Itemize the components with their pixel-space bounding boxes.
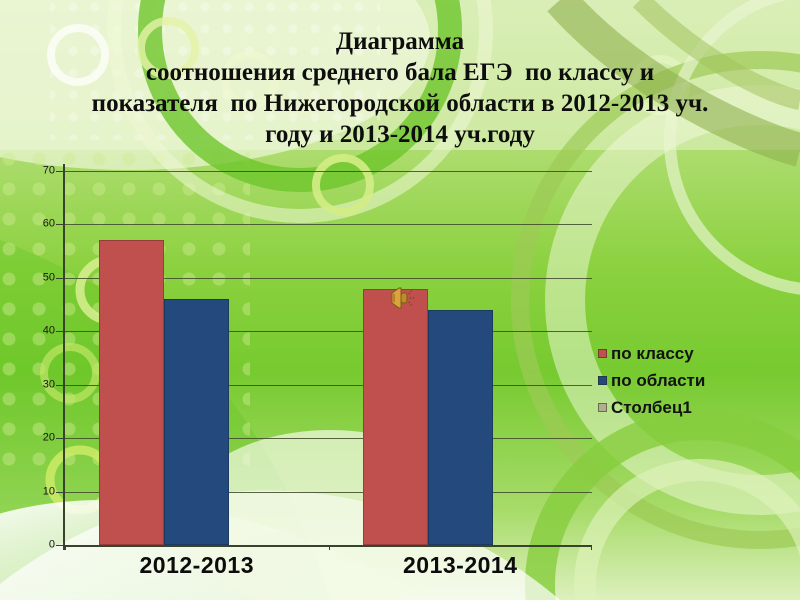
legend-swatch bbox=[598, 349, 607, 358]
y-axis-tick bbox=[56, 277, 65, 279]
y-axis-tick-label: 10 bbox=[42, 485, 55, 498]
y-axis-tick-label: 60 bbox=[42, 217, 55, 230]
y-axis-tick bbox=[56, 224, 65, 226]
y-axis-tick-label: 40 bbox=[42, 324, 55, 337]
legend-label: по классу bbox=[611, 343, 694, 363]
y-axis-tick bbox=[56, 331, 65, 333]
legend-item-Столбец1: Столбец1 bbox=[598, 394, 705, 421]
y-axis-tick-label: 0 bbox=[48, 538, 55, 551]
y-axis bbox=[63, 164, 65, 550]
slide-title: Диаграмма соотношения среднего бала ЕГЭ … bbox=[40, 26, 760, 150]
speaker-icon[interactable] bbox=[389, 285, 415, 311]
legend-item-по области: по области bbox=[598, 367, 705, 394]
legend-label: по области bbox=[611, 370, 706, 390]
x-axis-tick bbox=[65, 545, 66, 550]
title-line-3: показателя по Нижегородской области в 20… bbox=[91, 90, 709, 117]
y-axis-tick-label: 50 bbox=[42, 271, 55, 284]
legend-item-по классу: по классу bbox=[598, 340, 705, 367]
y-axis-tick bbox=[56, 491, 65, 493]
y-axis-tick-label: 30 bbox=[42, 378, 55, 391]
bar-по классу-2012-2013 bbox=[99, 240, 165, 545]
y-axis-tick bbox=[56, 171, 65, 172]
gridline bbox=[65, 491, 592, 493]
x-axis-category-label: 2012-2013 bbox=[139, 552, 254, 578]
bar-chart: 0 10 20 30 40 50 60 70 2012-2013 2013-2014 bbox=[43, 164, 592, 578]
chart-legend: по классу по области Столбец1 bbox=[598, 340, 705, 421]
gridline bbox=[65, 331, 592, 333]
title-line-1: Диаграмма bbox=[335, 28, 465, 55]
y-axis-tick bbox=[56, 384, 65, 386]
title-line-4: году и 2013-2014 уч.году bbox=[265, 121, 535, 148]
legend-swatch bbox=[598, 376, 607, 385]
y-axis-tick-label: 70 bbox=[42, 164, 55, 177]
y-axis-tick-label: 20 bbox=[42, 431, 55, 444]
x-axis-tick bbox=[591, 545, 592, 550]
bar-по области-2013-2014 bbox=[427, 309, 493, 545]
bar-по классу-2013-2014 bbox=[362, 288, 428, 545]
gridline bbox=[65, 171, 592, 172]
gridline bbox=[65, 224, 592, 226]
y-axis-tick bbox=[56, 438, 65, 440]
y-axis-tick bbox=[56, 545, 65, 546]
legend-label: Столбец1 bbox=[611, 397, 692, 417]
bar-по области-2012-2013 bbox=[164, 299, 230, 545]
title-line-2: соотношения среднего бала ЕГЭ по классу … bbox=[145, 59, 655, 86]
gridline bbox=[65, 277, 592, 279]
x-axis-tick bbox=[328, 545, 330, 550]
legend-swatch bbox=[598, 403, 607, 412]
gridline bbox=[65, 384, 592, 386]
x-axis-category-label: 2013-2014 bbox=[403, 552, 518, 578]
gridline bbox=[65, 438, 592, 440]
